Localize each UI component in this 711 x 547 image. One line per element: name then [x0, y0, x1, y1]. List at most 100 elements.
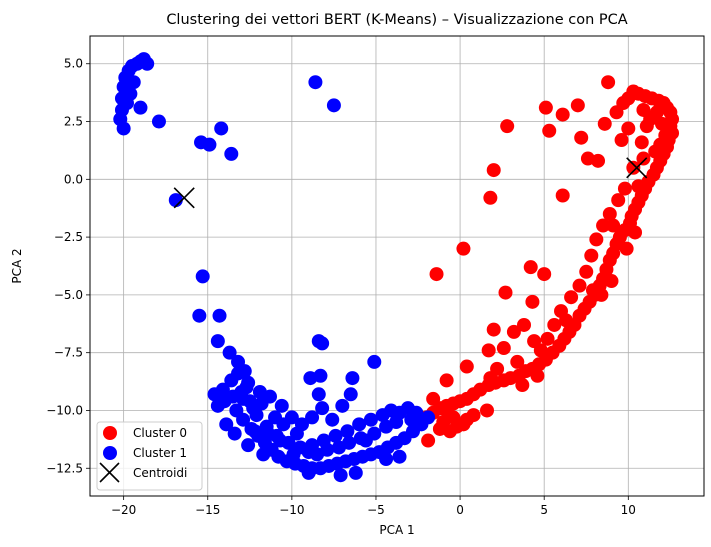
y-tick-label: 0.0 [64, 172, 83, 186]
point-cluster-0 [570, 98, 585, 113]
point-cluster-1 [325, 412, 340, 427]
point-cluster-0 [579, 264, 594, 279]
point-cluster-1 [367, 354, 382, 369]
x-tick-label: −10 [279, 503, 304, 517]
point-cluster-1 [375, 408, 390, 423]
x-tick-label: 10 [621, 503, 636, 517]
point-cluster-0 [589, 232, 604, 247]
point-cluster-1 [342, 435, 357, 450]
point-cluster-0 [439, 373, 454, 388]
point-cluster-0 [459, 359, 474, 374]
point-cluster-1 [352, 417, 367, 432]
point-cluster-0 [537, 267, 552, 282]
point-cluster-1 [273, 433, 288, 448]
point-cluster-1 [214, 121, 229, 136]
point-cluster-1 [210, 398, 225, 413]
legend-box [96, 421, 203, 491]
point-cluster-0 [606, 218, 621, 233]
point-cluster-0 [498, 285, 513, 300]
point-cluster-0 [654, 116, 669, 131]
y-tick-label: −7.5 [54, 346, 83, 360]
point-cluster-0 [619, 241, 634, 256]
y-tick-label: −2.5 [54, 230, 83, 244]
point-cluster-0 [572, 278, 587, 293]
x-tick-label: 0 [456, 503, 464, 517]
chart-title: Clustering dei vettori BERT (K-Means) – … [166, 12, 627, 28]
point-cluster-1 [379, 452, 394, 467]
point-cluster-1 [247, 424, 262, 439]
point-cluster-0 [446, 410, 461, 425]
point-cluster-0 [601, 75, 616, 90]
point-cluster-1 [301, 465, 316, 480]
point-cluster-1 [328, 428, 343, 443]
point-cluster-0 [426, 391, 441, 406]
point-cluster-1 [254, 396, 269, 411]
x-tick-label: −15 [195, 503, 220, 517]
point-cluster-1 [305, 410, 320, 425]
y-tick-label: −10.0 [46, 403, 83, 417]
point-cluster-0 [626, 160, 641, 175]
legend-label-cluster-1: Cluster 1 [133, 446, 187, 460]
point-cluster-1 [315, 336, 330, 351]
point-cluster-1 [311, 387, 326, 402]
point-cluster-1 [320, 442, 335, 457]
legend-label-centroids: Centroidi [133, 466, 187, 480]
point-cluster-0 [421, 433, 436, 448]
point-cluster-0 [432, 421, 447, 436]
point-cluster-1 [123, 86, 138, 101]
y-axis-label: PCA 2 [10, 248, 24, 283]
point-cluster-0 [584, 248, 599, 263]
point-cluster-1 [367, 426, 382, 441]
point-cluster-1 [202, 137, 217, 152]
point-cluster-0 [574, 130, 589, 145]
axis-ticks: −20 −15 −10 −5 0 5 10 −12.5 −10.0 −7.5 −5.0 −2.5 0.0… [46, 57, 636, 517]
point-cluster-0 [527, 334, 542, 349]
legend-marker-centroid [99, 462, 120, 483]
legend-marker-cluster-1 [103, 446, 117, 460]
x-axis-label: PCA 1 [379, 523, 414, 537]
point-cluster-0 [611, 193, 626, 208]
x-tick-label: 5 [540, 503, 548, 517]
point-cluster-1 [126, 75, 141, 90]
point-cluster-0 [634, 135, 649, 150]
point-cluster-1 [236, 391, 251, 406]
point-cluster-0 [486, 322, 501, 337]
point-cluster-1 [241, 438, 256, 453]
point-cluster-1 [236, 412, 251, 427]
centroid-marker [626, 157, 648, 179]
point-cluster-1 [353, 431, 368, 446]
point-cluster-0 [621, 91, 636, 106]
point-cluster-1 [421, 410, 436, 425]
point-cluster-1 [227, 426, 242, 441]
point-cluster-0 [628, 225, 643, 240]
point-cluster-0 [555, 107, 570, 122]
point-cluster-1 [195, 269, 210, 284]
point-cluster-1 [326, 98, 341, 113]
point-cluster-1 [363, 412, 378, 427]
point-cluster-0 [653, 137, 668, 152]
x-tick-label: −5 [367, 503, 385, 517]
point-cluster-1 [348, 465, 363, 480]
point-cluster-0 [602, 206, 617, 221]
point-cluster-1 [133, 100, 148, 115]
point-cluster-0 [483, 190, 498, 205]
x-tick-label: −20 [111, 503, 136, 517]
point-cluster-1 [224, 146, 239, 161]
point-cluster-0 [631, 179, 646, 194]
centroid-marker [173, 187, 195, 209]
point-cluster-1 [276, 417, 291, 432]
point-cluster-1 [343, 387, 358, 402]
point-cluster-0 [585, 283, 600, 298]
point-cluster-1 [340, 424, 355, 439]
point-cluster-0 [486, 163, 501, 178]
point-cluster-0 [564, 290, 579, 305]
point-cluster-0 [540, 331, 555, 346]
point-cluster-0 [510, 354, 525, 369]
point-cluster-1 [389, 415, 404, 430]
point-cluster-0 [515, 378, 530, 393]
point-cluster-0 [639, 119, 654, 134]
point-cluster-0 [617, 181, 632, 196]
point-cluster-1 [207, 387, 222, 402]
point-cluster-0 [542, 123, 557, 138]
